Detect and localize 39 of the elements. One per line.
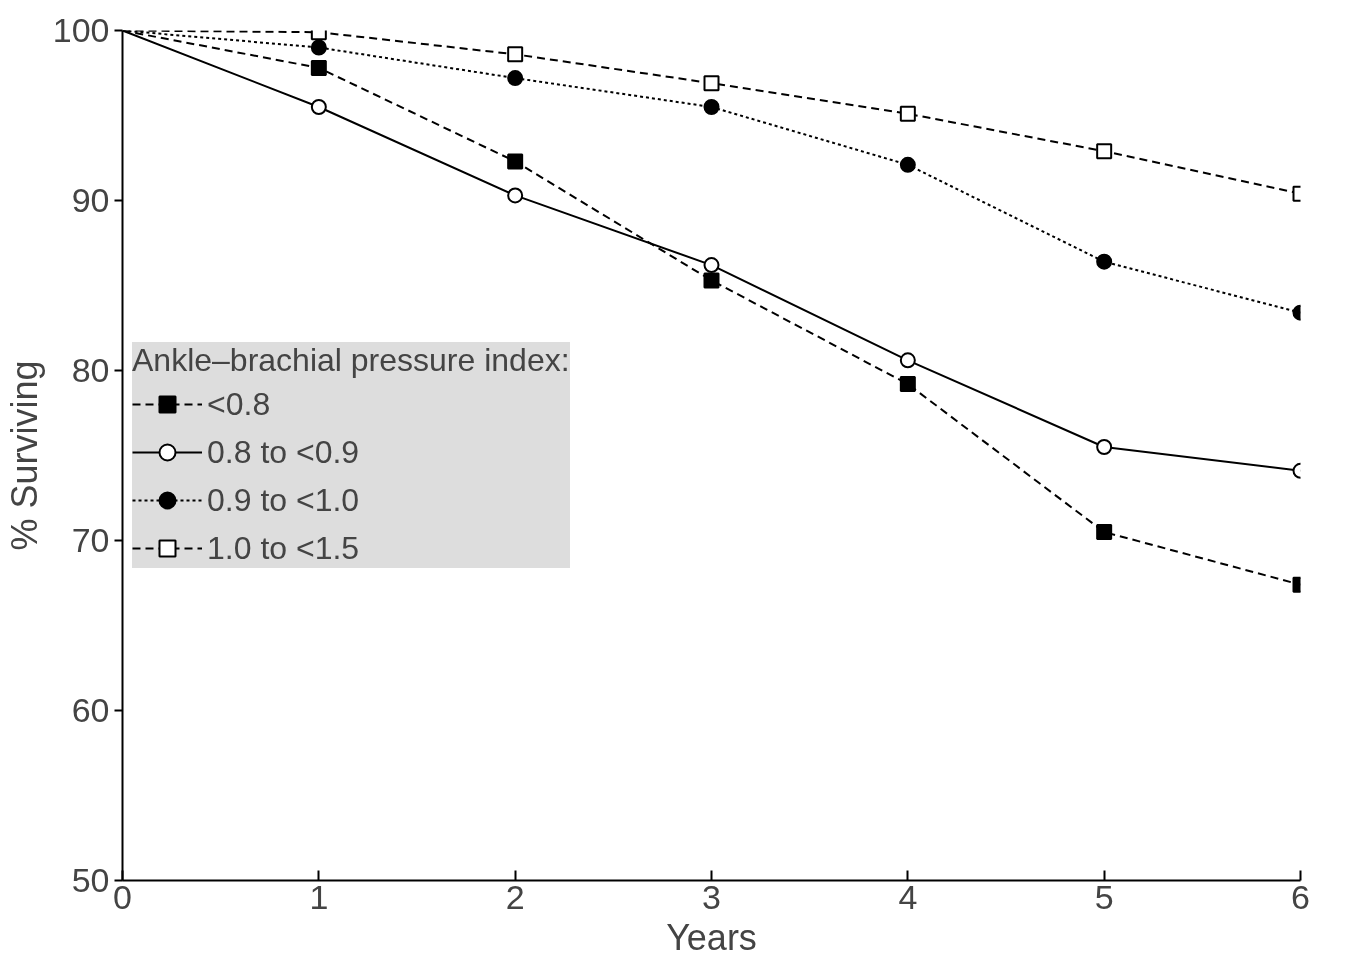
x-axis-title: Years	[666, 916, 757, 958]
point	[1096, 439, 1113, 455]
x-tick-label: 3	[702, 877, 721, 916]
y-tick-label: 60	[71, 691, 110, 729]
point	[703, 272, 720, 289]
point	[507, 153, 524, 170]
legend-label: <0.8	[207, 385, 271, 423]
point	[703, 75, 720, 92]
point	[703, 99, 720, 115]
legend-label: 1.0 to <1.5	[207, 529, 360, 567]
point	[310, 99, 327, 115]
point	[507, 187, 524, 204]
x-tick-label: 0	[113, 877, 132, 916]
legend-title: Ankle–brachial pressure index:	[132, 342, 570, 379]
point	[1096, 143, 1113, 160]
point	[310, 39, 327, 56]
legend-label: 0.8 to <0.9	[207, 433, 360, 471]
point	[310, 59, 327, 76]
point	[507, 46, 524, 63]
y-tick-label: 70	[71, 521, 110, 559]
y-axis-title: % Surviving	[3, 360, 45, 551]
x-tick-label: 1	[309, 877, 329, 916]
y-tick-label: 50	[71, 861, 110, 899]
x-tick-label: 5	[1094, 877, 1114, 916]
point	[899, 156, 916, 173]
point	[899, 376, 916, 393]
x-tick-label: 6	[1291, 877, 1310, 916]
legend-label: 0.9 to <1.0	[207, 481, 360, 519]
point	[507, 70, 524, 87]
point	[1096, 253, 1113, 270]
y-tick-label: 80	[71, 351, 110, 389]
point	[899, 105, 916, 122]
y-tick-label: 100	[52, 11, 110, 49]
x-tick-label: 2	[505, 877, 525, 916]
point	[1096, 524, 1113, 540]
y-tick-label: 90	[71, 181, 110, 219]
point	[703, 257, 720, 274]
point	[899, 352, 916, 369]
x-tick-label: 4	[898, 877, 918, 916]
